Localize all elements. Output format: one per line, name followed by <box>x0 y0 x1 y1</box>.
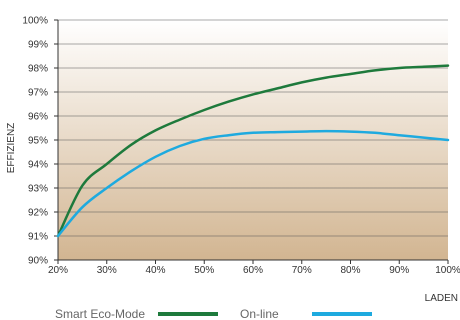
y-tick-labels: 90% 91% 92% 93% 94% 95% 96% 97% 98% 99% 100% <box>22 16 48 267</box>
y-tick-label: 99% <box>28 40 48 51</box>
x-tick-label: 70% <box>292 265 312 276</box>
legend-label-smart-eco-mode: Smart Eco-Mode <box>55 307 145 320</box>
y-tick-label: 91% <box>28 232 48 243</box>
legend-label-on-line: On-line <box>240 307 279 320</box>
y-tick-label: 95% <box>28 136 48 147</box>
series-line-on-line <box>56 129 450 238</box>
series-line-smart-eco-mode <box>56 64 450 238</box>
legend: Smart Eco-Mode On-line <box>55 307 372 320</box>
x-tick-labels: 20% 30% 40% 50% 60% 70% 80% 90% 100% <box>48 265 460 276</box>
y-tick-label: 96% <box>28 112 48 123</box>
axes <box>54 19 449 264</box>
x-tick-label: 60% <box>243 265 263 276</box>
y-tick-label: 92% <box>28 208 48 219</box>
series-lines <box>56 64 450 238</box>
y-tick-label: 90% <box>28 256 48 267</box>
x-tick-label: 50% <box>194 265 214 276</box>
y-tick-label: 100% <box>22 16 48 27</box>
gridlines <box>58 19 448 261</box>
x-tick-label: 90% <box>389 265 409 276</box>
y-axis-title: EFFIZIENZ <box>6 123 17 174</box>
y-tick-label: 98% <box>28 64 48 75</box>
x-tick-label: 40% <box>145 265 165 276</box>
x-tick-label: 20% <box>48 265 68 276</box>
y-tick-label: 97% <box>28 88 48 99</box>
x-tick-label: 80% <box>340 265 360 276</box>
x-axis-title: LADEN <box>425 293 458 304</box>
x-tick-label: 30% <box>97 265 117 276</box>
y-tick-label: 93% <box>28 184 48 195</box>
x-tick-label: 100% <box>435 265 460 276</box>
y-tick-label: 94% <box>28 160 48 171</box>
